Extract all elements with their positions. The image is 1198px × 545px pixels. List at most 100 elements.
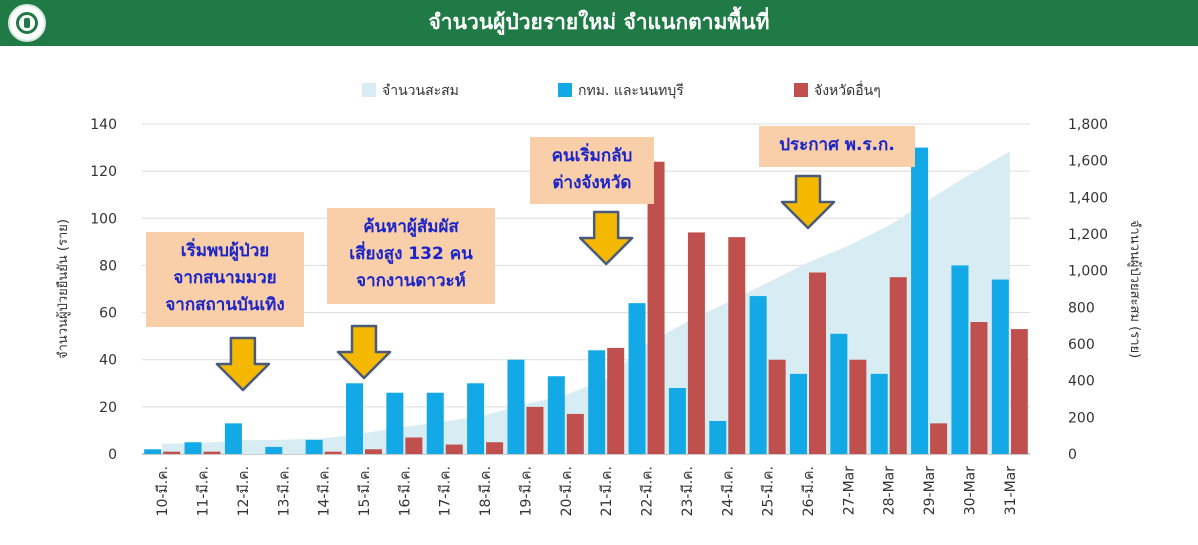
callout-note: คนเริ่มกลับ ต่างจังหวัด [530, 137, 654, 204]
header-bar: จำนวนผู้ป่วยรายใหม่ จำแนกตามพื้นที่ [0, 0, 1198, 46]
y-axis-label: จำนวนผู้ป่วยยืนยัน (ราย) [55, 219, 71, 359]
bar-provinces [365, 449, 382, 454]
bar-provinces [163, 451, 181, 454]
y-tick-label: 0 [108, 447, 117, 463]
bar-provinces [1010, 329, 1028, 454]
ministry-seal-icon [8, 4, 46, 42]
x-tick-label: 26-มี.ค. [801, 466, 817, 516]
x-tick-label: 17-มี.ค. [438, 466, 454, 516]
x-tick-label: 14-มี.ค. [317, 466, 333, 516]
y2-tick-label: 0 [1068, 447, 1077, 463]
bar-bkk [547, 376, 565, 454]
x-tick-label: 30-Mar [962, 466, 978, 516]
bar-provinces [526, 406, 544, 454]
y-tick-label: 60 [99, 306, 117, 322]
y-tick-label: 80 [99, 258, 117, 274]
x-tick-label: 12-มี.ค. [236, 466, 252, 516]
x-tick-label: 11-มี.ค. [196, 466, 212, 516]
bar-bkk [951, 265, 969, 454]
callout-note: ประกาศ พ.ร.ก. [759, 126, 915, 167]
page-title: จำนวนผู้ป่วยรายใหม่ จำแนกตามพื้นที่ [428, 10, 770, 34]
bar-provinces [566, 413, 584, 454]
x-tick-label: 23-มี.ค. [680, 466, 696, 516]
bar-provinces [768, 359, 786, 454]
arrows [215, 174, 836, 392]
y-tick-label: 20 [99, 400, 117, 416]
legend: จำนวนสะสม กทม. และนนทบุรี จังหวัดอื่นๆ [362, 81, 881, 99]
bar-bkk [224, 423, 242, 454]
down-arrow-icon [780, 174, 836, 230]
x-tick-label: 16-มี.ค. [397, 466, 413, 516]
y2-tick-label: 800 [1068, 300, 1095, 316]
bar-provinces [445, 444, 463, 454]
y-tick-label: 140 [90, 117, 117, 133]
bar-bkk [709, 421, 727, 454]
bar-bkk [184, 442, 202, 454]
y2-tick-label: 1,600 [1068, 154, 1108, 170]
y2-tick-label: 1,400 [1068, 190, 1108, 206]
bar-bkk [911, 147, 929, 455]
x-tick-label: 20-มี.ค. [559, 466, 575, 516]
y2-tick-label: 200 [1068, 410, 1095, 426]
bar-provinces [405, 437, 423, 454]
bar-bkk [265, 446, 283, 454]
bar-provinces [486, 442, 504, 454]
bar-bkk [346, 383, 363, 454]
bar-bkk [668, 388, 686, 454]
bar-provinces [728, 237, 746, 454]
bar-provinces [203, 451, 221, 454]
legend-label: กทม. และนนทบุรี [578, 83, 684, 99]
bar-provinces [809, 272, 826, 454]
x-tick-label: 28-Mar [882, 466, 898, 516]
bar-provinces [849, 359, 867, 454]
legend-label: จำนวนสะสม [382, 83, 459, 99]
bar-bkk [991, 279, 1009, 454]
bar-provinces [970, 322, 988, 454]
bar-bkk [467, 383, 485, 454]
x-tick-label: 13-มี.ค. [276, 466, 292, 516]
y2-tick-label: 400 [1068, 374, 1095, 390]
legend-label: จังหวัดอื่นๆ [814, 81, 881, 99]
bar-bkk [386, 392, 404, 454]
legend-swatch [362, 83, 376, 97]
y2-tick-label: 1,200 [1068, 227, 1108, 243]
x-tick-label: 18-มี.ค. [478, 466, 494, 516]
x-axis-ticks: 10-มี.ค. 11-มี.ค. 12-มี.ค. 13-มี.ค. 14-มี.ค.… [155, 466, 1019, 517]
y-tick-label: 100 [90, 211, 117, 227]
down-arrow-icon [336, 324, 392, 380]
bar-bkk [628, 303, 646, 454]
seal-ring [16, 12, 38, 34]
bar-bkk [749, 296, 767, 454]
x-tick-label: 19-มี.ค. [518, 466, 534, 516]
bar-bkk [790, 373, 807, 454]
y2-tick-label: 600 [1068, 337, 1095, 353]
y2-tick-label: 1,800 [1068, 117, 1108, 133]
x-tick-label: 15-มี.ค. [357, 466, 373, 516]
bar-provinces [647, 161, 665, 454]
x-tick-label: 21-มี.ค. [599, 466, 615, 516]
bars [144, 147, 1028, 455]
y2-tick-label: 1,000 [1068, 264, 1108, 280]
bar-provinces [687, 232, 705, 454]
x-tick-label: 22-มี.ค. [640, 466, 656, 516]
bar-bkk [305, 439, 323, 454]
bar-bkk [426, 392, 444, 454]
bar-provinces [324, 451, 342, 454]
x-tick-label: 29-Mar [922, 466, 938, 516]
bar-provinces [930, 423, 948, 454]
y2-axis-label: จำนวนผู้ป่วยสะสม (ราย) [1127, 220, 1142, 358]
bar-provinces [889, 277, 907, 454]
bar-bkk [588, 350, 606, 454]
x-tick-label: 31-Mar [1003, 466, 1019, 516]
y-tick-label: 120 [90, 164, 117, 180]
y-tick-label: 40 [99, 353, 117, 369]
seal-center [24, 18, 30, 28]
bar-bkk [144, 449, 162, 454]
x-tick-label: 10-มี.ค. [155, 466, 171, 516]
down-arrow-icon [578, 210, 634, 266]
x-tick-label: 24-มี.ค. [720, 466, 736, 516]
bar-provinces [607, 347, 625, 454]
legend-swatch [558, 83, 572, 97]
x-tick-label: 27-Mar [841, 466, 857, 516]
legend-swatch [794, 83, 808, 97]
